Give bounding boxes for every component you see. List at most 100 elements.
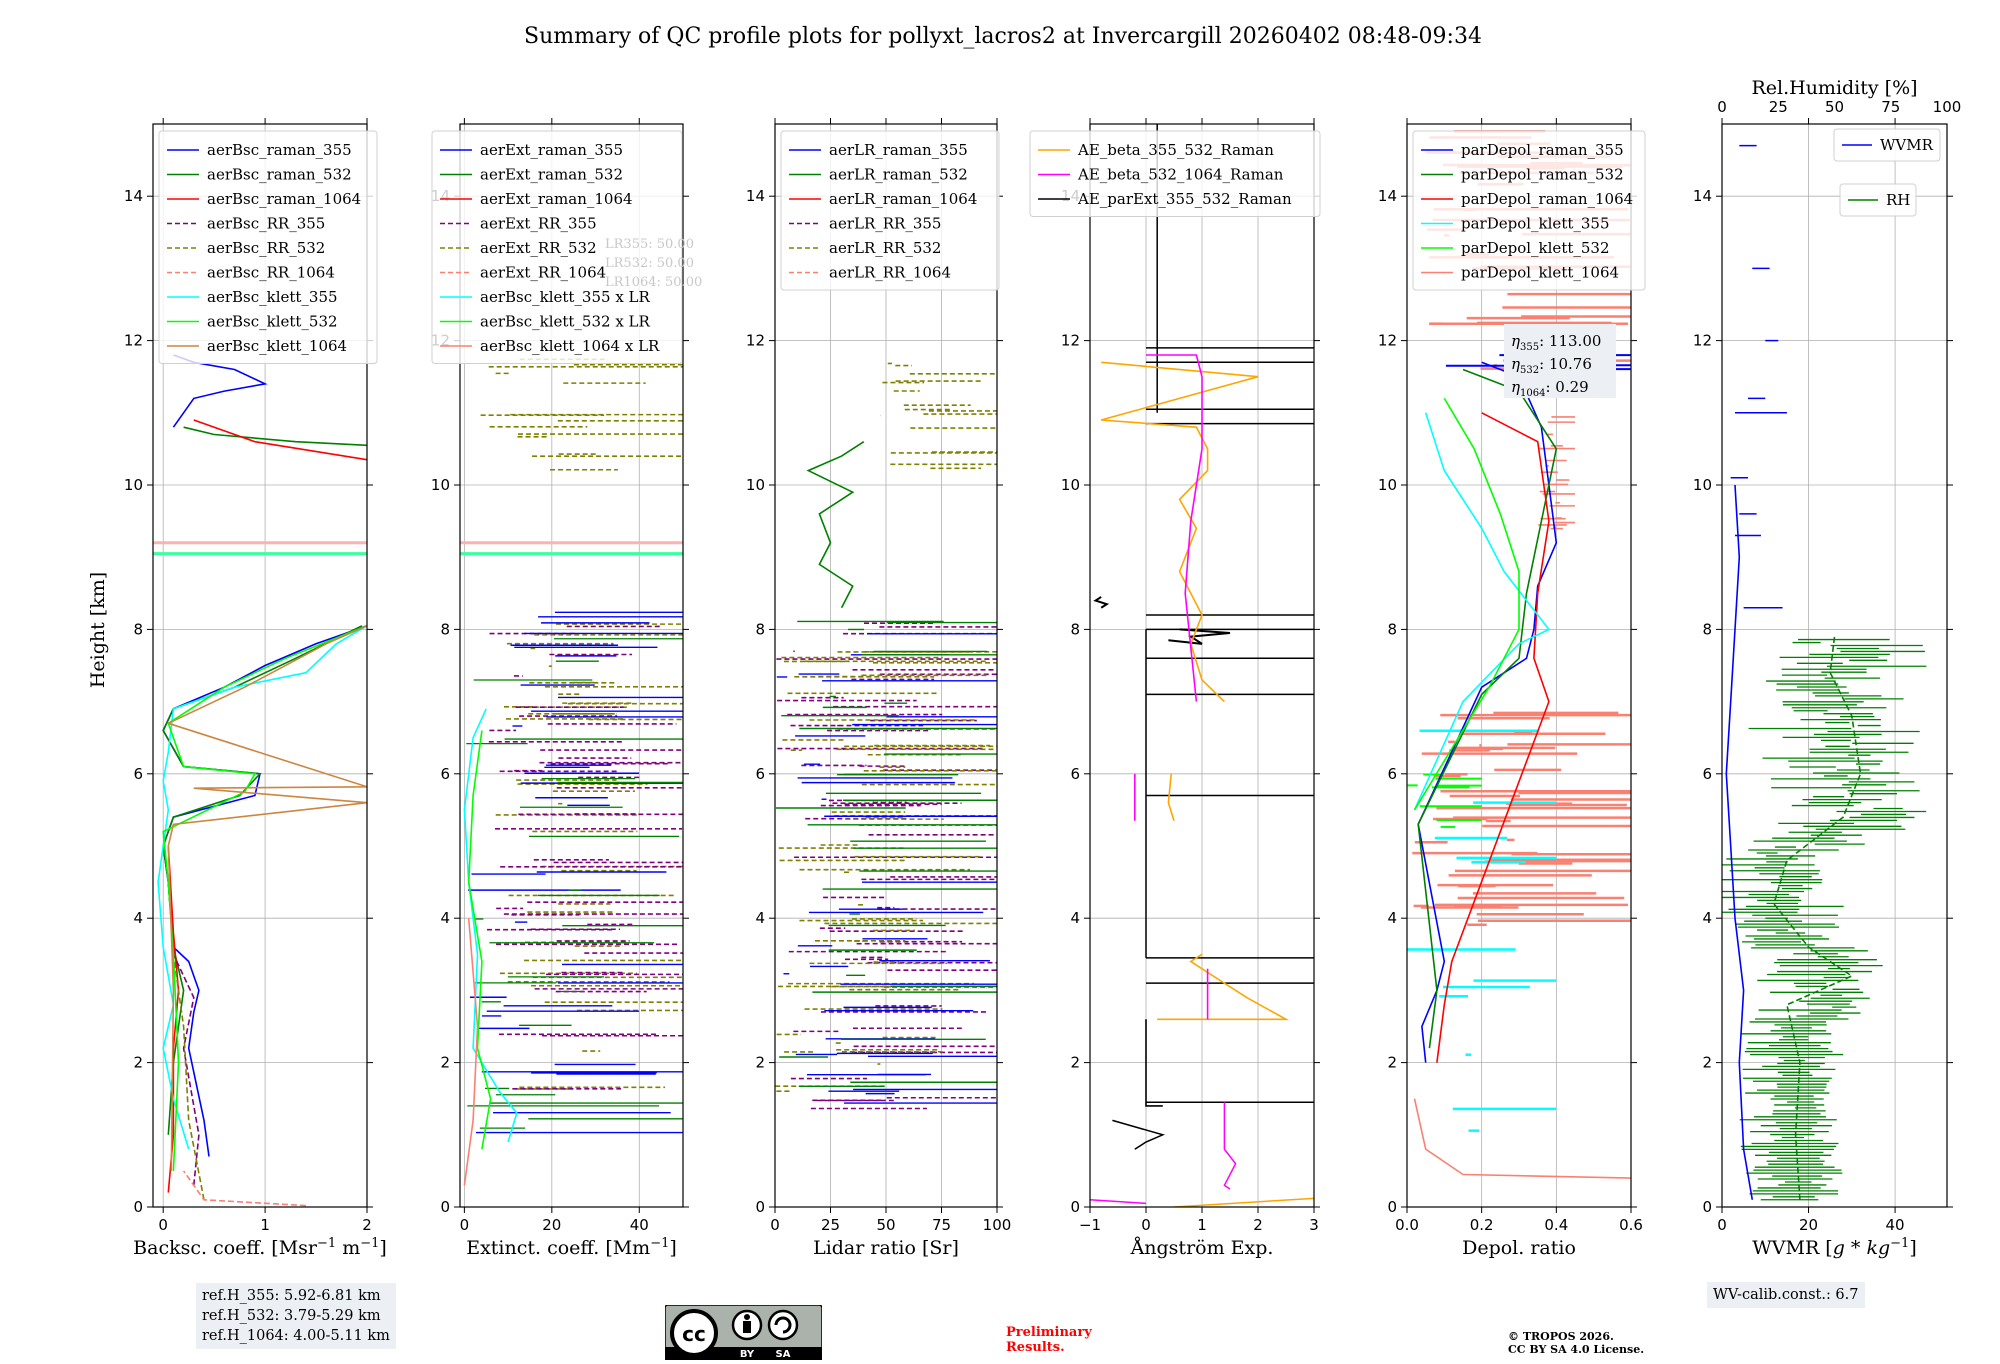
top-tick-label: 75 (1881, 98, 1900, 116)
x-tick-label: 50 (876, 1216, 895, 1234)
legend-label: aerBsc_klett_532 x LR (480, 313, 651, 331)
legend-label: parDepol_raman_1064 (1461, 190, 1633, 208)
y-ticks: 0 2 4 6 8 10 12 14 (1693, 187, 1953, 1216)
cc-sa-text: SA (776, 1349, 791, 1360)
x-axis-label: Extinct. coeff. [Mm−1] (466, 1236, 677, 1259)
y-tick-label: 6 (440, 765, 450, 783)
x-tick-label: 3 (1309, 1216, 1319, 1234)
lr-note-line: LR532: 50.00 (605, 256, 694, 271)
x-ticks: 0 25 50 75 100 (770, 118, 1011, 1234)
legend-label: aerBsc_RR_1064 (207, 264, 335, 282)
x-tick-label: 20 (1799, 1216, 1818, 1234)
y-tick-label: 8 (1702, 620, 1712, 638)
depol-klett-1064-noise (1412, 711, 1631, 927)
series-aerBsc_upper_532 (183, 426, 367, 447)
y-tick-label: 10 (1378, 476, 1397, 494)
x-ticks: −1 0 1 2 3 (1079, 118, 1319, 1234)
legend-label: AE_parExt_355_532_Raman (1077, 190, 1292, 208)
y-tick-label: 4 (755, 909, 765, 927)
y-tick-label: 8 (440, 620, 450, 638)
grid (1089, 124, 1315, 1208)
ae-parext-lines (1090, 124, 1314, 1207)
figure-title: Summary of QC profile plots for pollyxt_… (524, 24, 1482, 49)
x-tick-label: 0 (770, 1216, 780, 1234)
x-tick-label: 0.6 (1619, 1216, 1643, 1234)
x-axis-label: Depol. ratio (1462, 1237, 1576, 1259)
top-tick-label: 100 (1933, 98, 1962, 116)
x-tick-label: 20 (542, 1216, 561, 1234)
legend: parDepol_raman_355 parDepol_raman_532 parD… (1412, 130, 1646, 291)
x-tick-label: 0 (1717, 1216, 1727, 1234)
series-AE_beta_355_532_Raman (1157, 953, 1290, 1021)
legend-label: aerBsc_klett_532 (207, 313, 338, 331)
x-tick-label: 1 (260, 1216, 270, 1234)
x-tick-label: 0 (460, 1216, 470, 1234)
x-tick-label: 25 (821, 1216, 840, 1234)
legend-label: parDepol_raman_355 (1461, 141, 1624, 159)
x-ticks: 0.0 0.2 0.4 0.6 (1395, 118, 1643, 1234)
lr-raman-532-noise (775, 620, 997, 1087)
series-aerBsc_upper_355 (172, 354, 268, 428)
x-axis-label: Ångström Exp. (1130, 1237, 1274, 1259)
series-aerBsc_RR_1064 (182, 1170, 306, 1207)
y-tick-label: 2 (133, 1054, 143, 1072)
y-tick-label: 10 (431, 476, 450, 494)
x-tick-label: 40 (630, 1216, 649, 1234)
copyright-line-2: CC BY SA 4.0 License. (1508, 1343, 1645, 1356)
y-ticks: 0 2 4 6 8 10 12 14 (746, 187, 1003, 1216)
panel-2: 0204002468101214Extinct. coeff. [Mm−1]ae… (431, 118, 702, 1259)
copyright-note: © TROPOS 2026. CC BY SA 4.0 License. (1508, 1330, 1644, 1356)
series-aerBsc_klett_532 x LR (467, 730, 492, 1150)
y-tick-label: 6 (133, 765, 143, 783)
legend-label: WVMR (1880, 136, 1934, 154)
y-tick-label: 10 (1693, 476, 1712, 494)
wv-calib-box: WV-calib.const.: 6.7 (1707, 1282, 1865, 1308)
depol-klett-355-noise (1407, 729, 1557, 1132)
y-tick-label: 8 (755, 620, 765, 638)
y-tick-label: 12 (1061, 332, 1080, 350)
y-tick-label: 14 (1378, 187, 1397, 205)
legend-box (431, 130, 683, 364)
ae-parext-blob2 (1168, 628, 1231, 645)
y-tick-label: 4 (133, 909, 143, 927)
plot-area (153, 354, 367, 1207)
legend-label: aerLR_raman_1064 (829, 190, 977, 208)
y-tick-label: 2 (755, 1054, 765, 1072)
y-tick-label: 0 (1070, 1198, 1080, 1216)
legend-box (780, 130, 1000, 291)
y-tick-label: 8 (133, 620, 143, 638)
y-tick-label: 2 (1070, 1054, 1080, 1072)
y-tick-label: 14 (746, 187, 765, 205)
preliminary-note: Preliminary Results. (1006, 1325, 1092, 1355)
y-tick-label: 10 (1061, 476, 1080, 494)
top-tick-label: 25 (1769, 98, 1788, 116)
plot-area (1090, 124, 1314, 1207)
ae-beta-532-low (1223, 1102, 1237, 1190)
panel-3: 0 25 50 75 100 0 2 4 6 8 10 12 14 Lidar ratio [Sr] aer… (746, 118, 1011, 1259)
series-AE_beta_532_1064_Raman_up (1146, 354, 1203, 702)
series-parDepol_klett_532 (1413, 397, 1520, 811)
legend-label: aerLR_RR_1064 (829, 264, 951, 282)
legend-box (1833, 128, 1941, 162)
preliminary-line-2: Results. (1006, 1340, 1065, 1355)
legend: aerExt_raman_355 aerExt_raman_532 aerExt_r… (431, 130, 683, 364)
x-axis-label: WVMR [g * kg−1] (1752, 1236, 1917, 1259)
grid (1721, 124, 1947, 1208)
legend-label: aerExt_raman_532 (480, 166, 623, 184)
ae-beta-355-bottom (1173, 1197, 1314, 1207)
legend-box (1412, 130, 1646, 291)
legend-label: aerExt_raman_355 (480, 141, 623, 159)
cc-text: cc (682, 1322, 706, 1346)
y-ticks: 0 2 4 6 8 10 12 14 (1378, 187, 1637, 1216)
y-tick-label: 8 (1387, 620, 1397, 638)
legend: aerLR_raman_355 aerLR_raman_532 aerLR_rama… (780, 130, 1000, 291)
y-tick-label: 2 (1702, 1054, 1712, 1072)
plot-area (1722, 144, 1927, 1201)
y-tick-label: 0 (1387, 1198, 1397, 1216)
panel-4: −1012302468101214Ångström Exp.AE_beta_35… (1029, 118, 1321, 1259)
legend-label: aerBsc_raman_1064 (207, 190, 361, 208)
y-tick-label: 0 (1702, 1198, 1712, 1216)
series-WVMR (1725, 484, 1754, 1200)
ref-height-532: ref.H_532: 3.79-5.29 km (202, 1308, 381, 1324)
